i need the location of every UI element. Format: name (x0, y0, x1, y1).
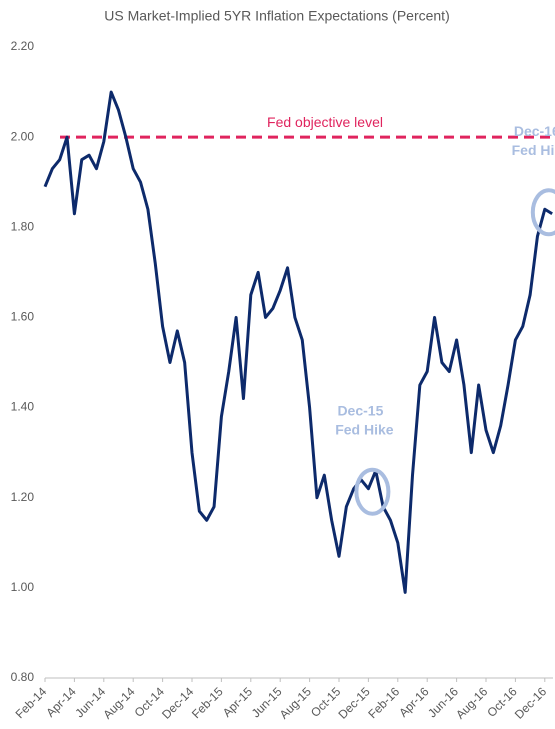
x-tick-label: Apr-15 (220, 684, 256, 720)
x-tick-label: Apr-14 (43, 684, 79, 720)
y-tick-label: 1.00 (11, 580, 35, 594)
annotation-text: Dec-15 (337, 402, 383, 418)
x-tick-label: Aug-15 (277, 684, 314, 721)
y-tick-label: 1.20 (11, 490, 35, 504)
annotation-text: Dec-16 (514, 123, 555, 139)
annotation-circle (354, 467, 391, 516)
y-tick-label: 0.80 (11, 670, 35, 684)
x-tick-label: Feb-14 (13, 684, 50, 721)
y-tick-label: 1.40 (11, 400, 35, 414)
x-tick-label: Feb-16 (365, 684, 402, 721)
x-tick-label: Dec-14 (159, 684, 196, 721)
reference-label: Fed objective level (267, 114, 383, 130)
x-tick-label: Aug-16 (453, 684, 490, 721)
annotation-text: Fed Hike (512, 142, 555, 158)
y-tick-label: 1.80 (11, 219, 35, 233)
annotation-circle (530, 188, 555, 237)
y-tick-label: 2.00 (11, 129, 35, 143)
data-line (43, 90, 553, 594)
annotation-text: Fed Hike (335, 421, 394, 437)
y-tick-label: 1.60 (11, 310, 35, 324)
x-tick-label: Dec-16 (512, 684, 549, 721)
x-tick-label: Feb-15 (189, 684, 226, 721)
y-tick-label: 2.20 (11, 39, 35, 53)
x-tick-label: Apr-16 (396, 684, 432, 720)
chart-title: US Market-Implied 5YR Inflation Expectat… (104, 8, 449, 24)
x-tick-label: Dec-15 (336, 684, 373, 721)
x-tick-label: Aug-14 (100, 684, 137, 721)
